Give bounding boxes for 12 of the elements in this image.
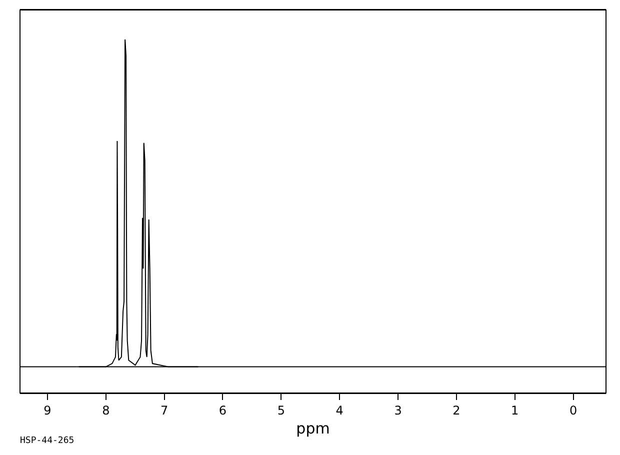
x-tick-label: 9 bbox=[44, 403, 52, 418]
x-tick-label: 4 bbox=[336, 403, 344, 418]
x-tick-label: 0 bbox=[569, 403, 578, 418]
x-tick-label: 5 bbox=[277, 403, 285, 418]
x-tick-label: 3 bbox=[394, 403, 402, 418]
x-tick-label: 2 bbox=[452, 403, 460, 418]
x-tick-label: 6 bbox=[218, 403, 227, 418]
x-tick-label: 1 bbox=[511, 403, 519, 418]
x-axis-title: ppm bbox=[296, 419, 330, 438]
x-tick-label: 7 bbox=[160, 403, 168, 418]
text: HSP-44-265 bbox=[20, 436, 74, 446]
x-tick-label: 8 bbox=[102, 403, 110, 418]
